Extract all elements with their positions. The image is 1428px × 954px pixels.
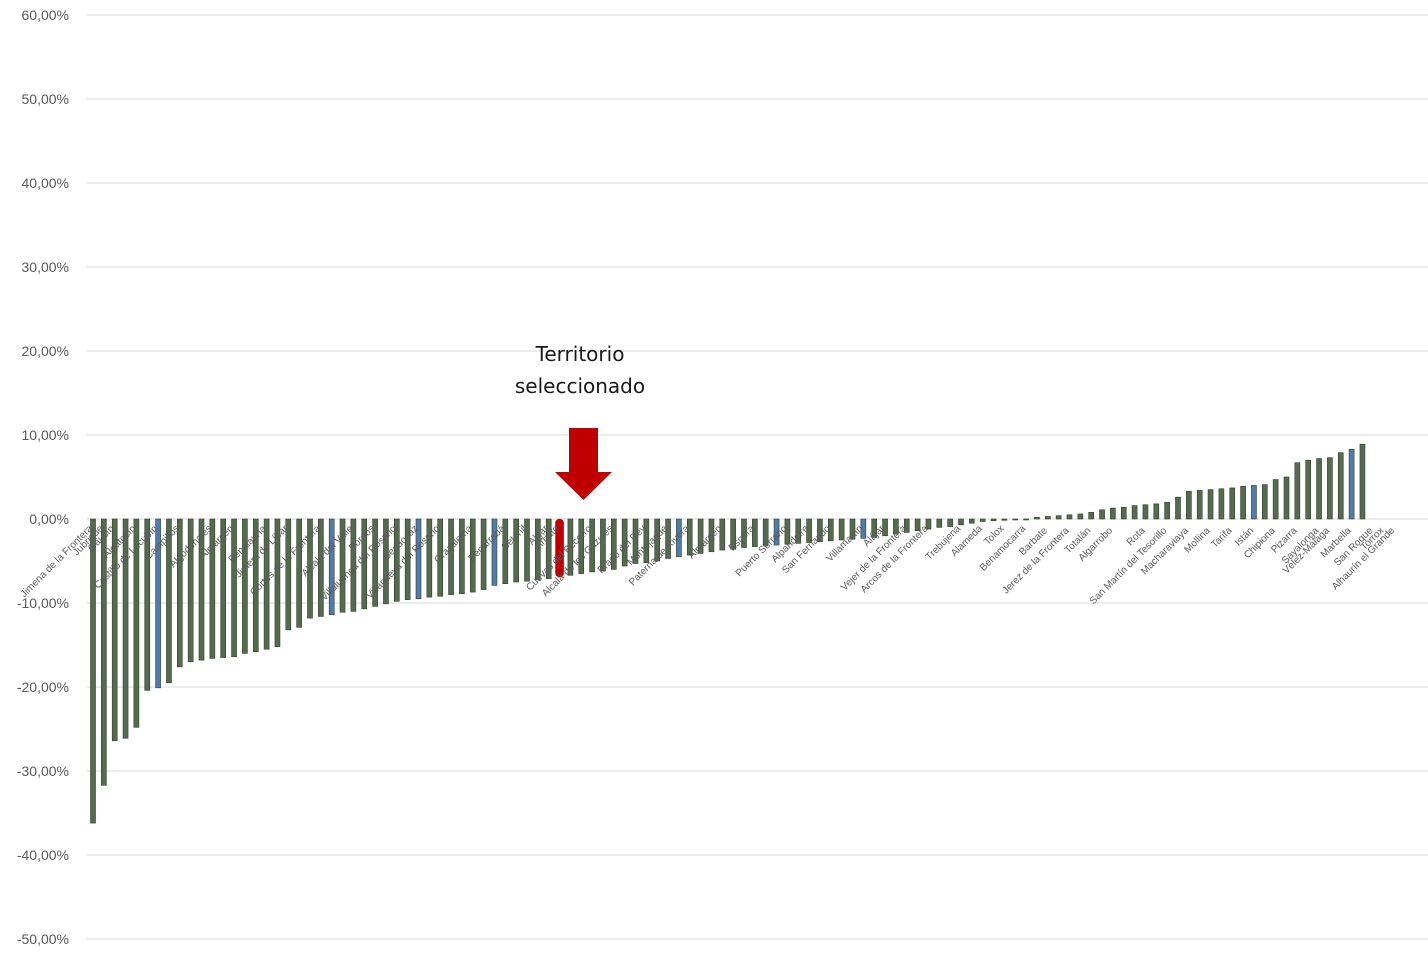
bar: [1121, 507, 1126, 519]
bar: [1045, 516, 1050, 519]
bar: [1186, 491, 1191, 519]
bar: [329, 519, 334, 615]
bar: [1197, 490, 1202, 519]
bar: [959, 519, 964, 525]
y-tick-label: 30,00%: [22, 259, 69, 275]
y-tick-label: 0,00%: [29, 511, 69, 527]
bar: [1306, 460, 1311, 519]
bar: [1067, 515, 1072, 519]
bar: [1338, 453, 1343, 519]
bar: [1024, 519, 1029, 520]
bar: [1089, 512, 1094, 519]
y-tick-label: 10,00%: [22, 427, 69, 443]
y-tick-label: 20,00%: [22, 343, 69, 359]
bar: [1143, 505, 1148, 519]
x-category-label: Tarifa: [1209, 525, 1234, 550]
bar: [1176, 497, 1181, 519]
bar: [91, 519, 96, 823]
annotation-line-1: Territorio: [535, 342, 625, 366]
bar: [1165, 502, 1170, 519]
bar: [1360, 444, 1365, 519]
y-tick-label: -50,00%: [17, 931, 69, 947]
bar: [1056, 516, 1061, 519]
bar: [449, 519, 454, 595]
y-tick-label: 60,00%: [22, 7, 69, 23]
bar: [1154, 504, 1159, 519]
bar: [1317, 459, 1322, 519]
bar: [1078, 514, 1083, 519]
down-arrow-icon: [555, 428, 612, 500]
bar: [177, 519, 182, 667]
y-tick-label: 50,00%: [22, 91, 69, 107]
bar: [1132, 506, 1137, 519]
bar: [937, 519, 942, 527]
bar: [1295, 463, 1300, 519]
bar: [1327, 458, 1332, 519]
bar: [101, 519, 106, 785]
bar: [1219, 489, 1224, 519]
bar: [1100, 510, 1105, 519]
annotation-line-2: seleccionado: [515, 374, 645, 398]
bar: [1273, 480, 1278, 519]
bar: [1284, 477, 1289, 519]
x-category-label: Jimena de la Frontera: [19, 523, 96, 600]
bars: [91, 444, 1365, 823]
bar: [1241, 486, 1246, 519]
bar: [991, 519, 996, 521]
bar: [1208, 490, 1213, 519]
bar: [980, 519, 985, 522]
bar: [969, 519, 974, 523]
bar: [1349, 449, 1354, 519]
bar: [286, 519, 291, 630]
bar: [1002, 519, 1007, 520]
y-tick-label: -30,00%: [17, 763, 69, 779]
y-tick-label: -40,00%: [17, 847, 69, 863]
y-tick-label: 40,00%: [22, 175, 69, 191]
gridlines: [87, 15, 1428, 939]
bar: [1262, 485, 1267, 519]
bar: [1251, 485, 1256, 519]
selected-territory-annotation: Territorio seleccionado: [515, 342, 645, 500]
bar: [1230, 488, 1235, 519]
bar: [1034, 517, 1039, 519]
y-axis-tick-labels: 60,00% 50,00% 40,00% 30,00% 20,00% 10,00% 0,00…: [17, 7, 69, 947]
bar: [1110, 508, 1115, 519]
bar: [1013, 519, 1018, 520]
y-tick-label: -20,00%: [17, 679, 69, 695]
bar: [232, 519, 237, 657]
